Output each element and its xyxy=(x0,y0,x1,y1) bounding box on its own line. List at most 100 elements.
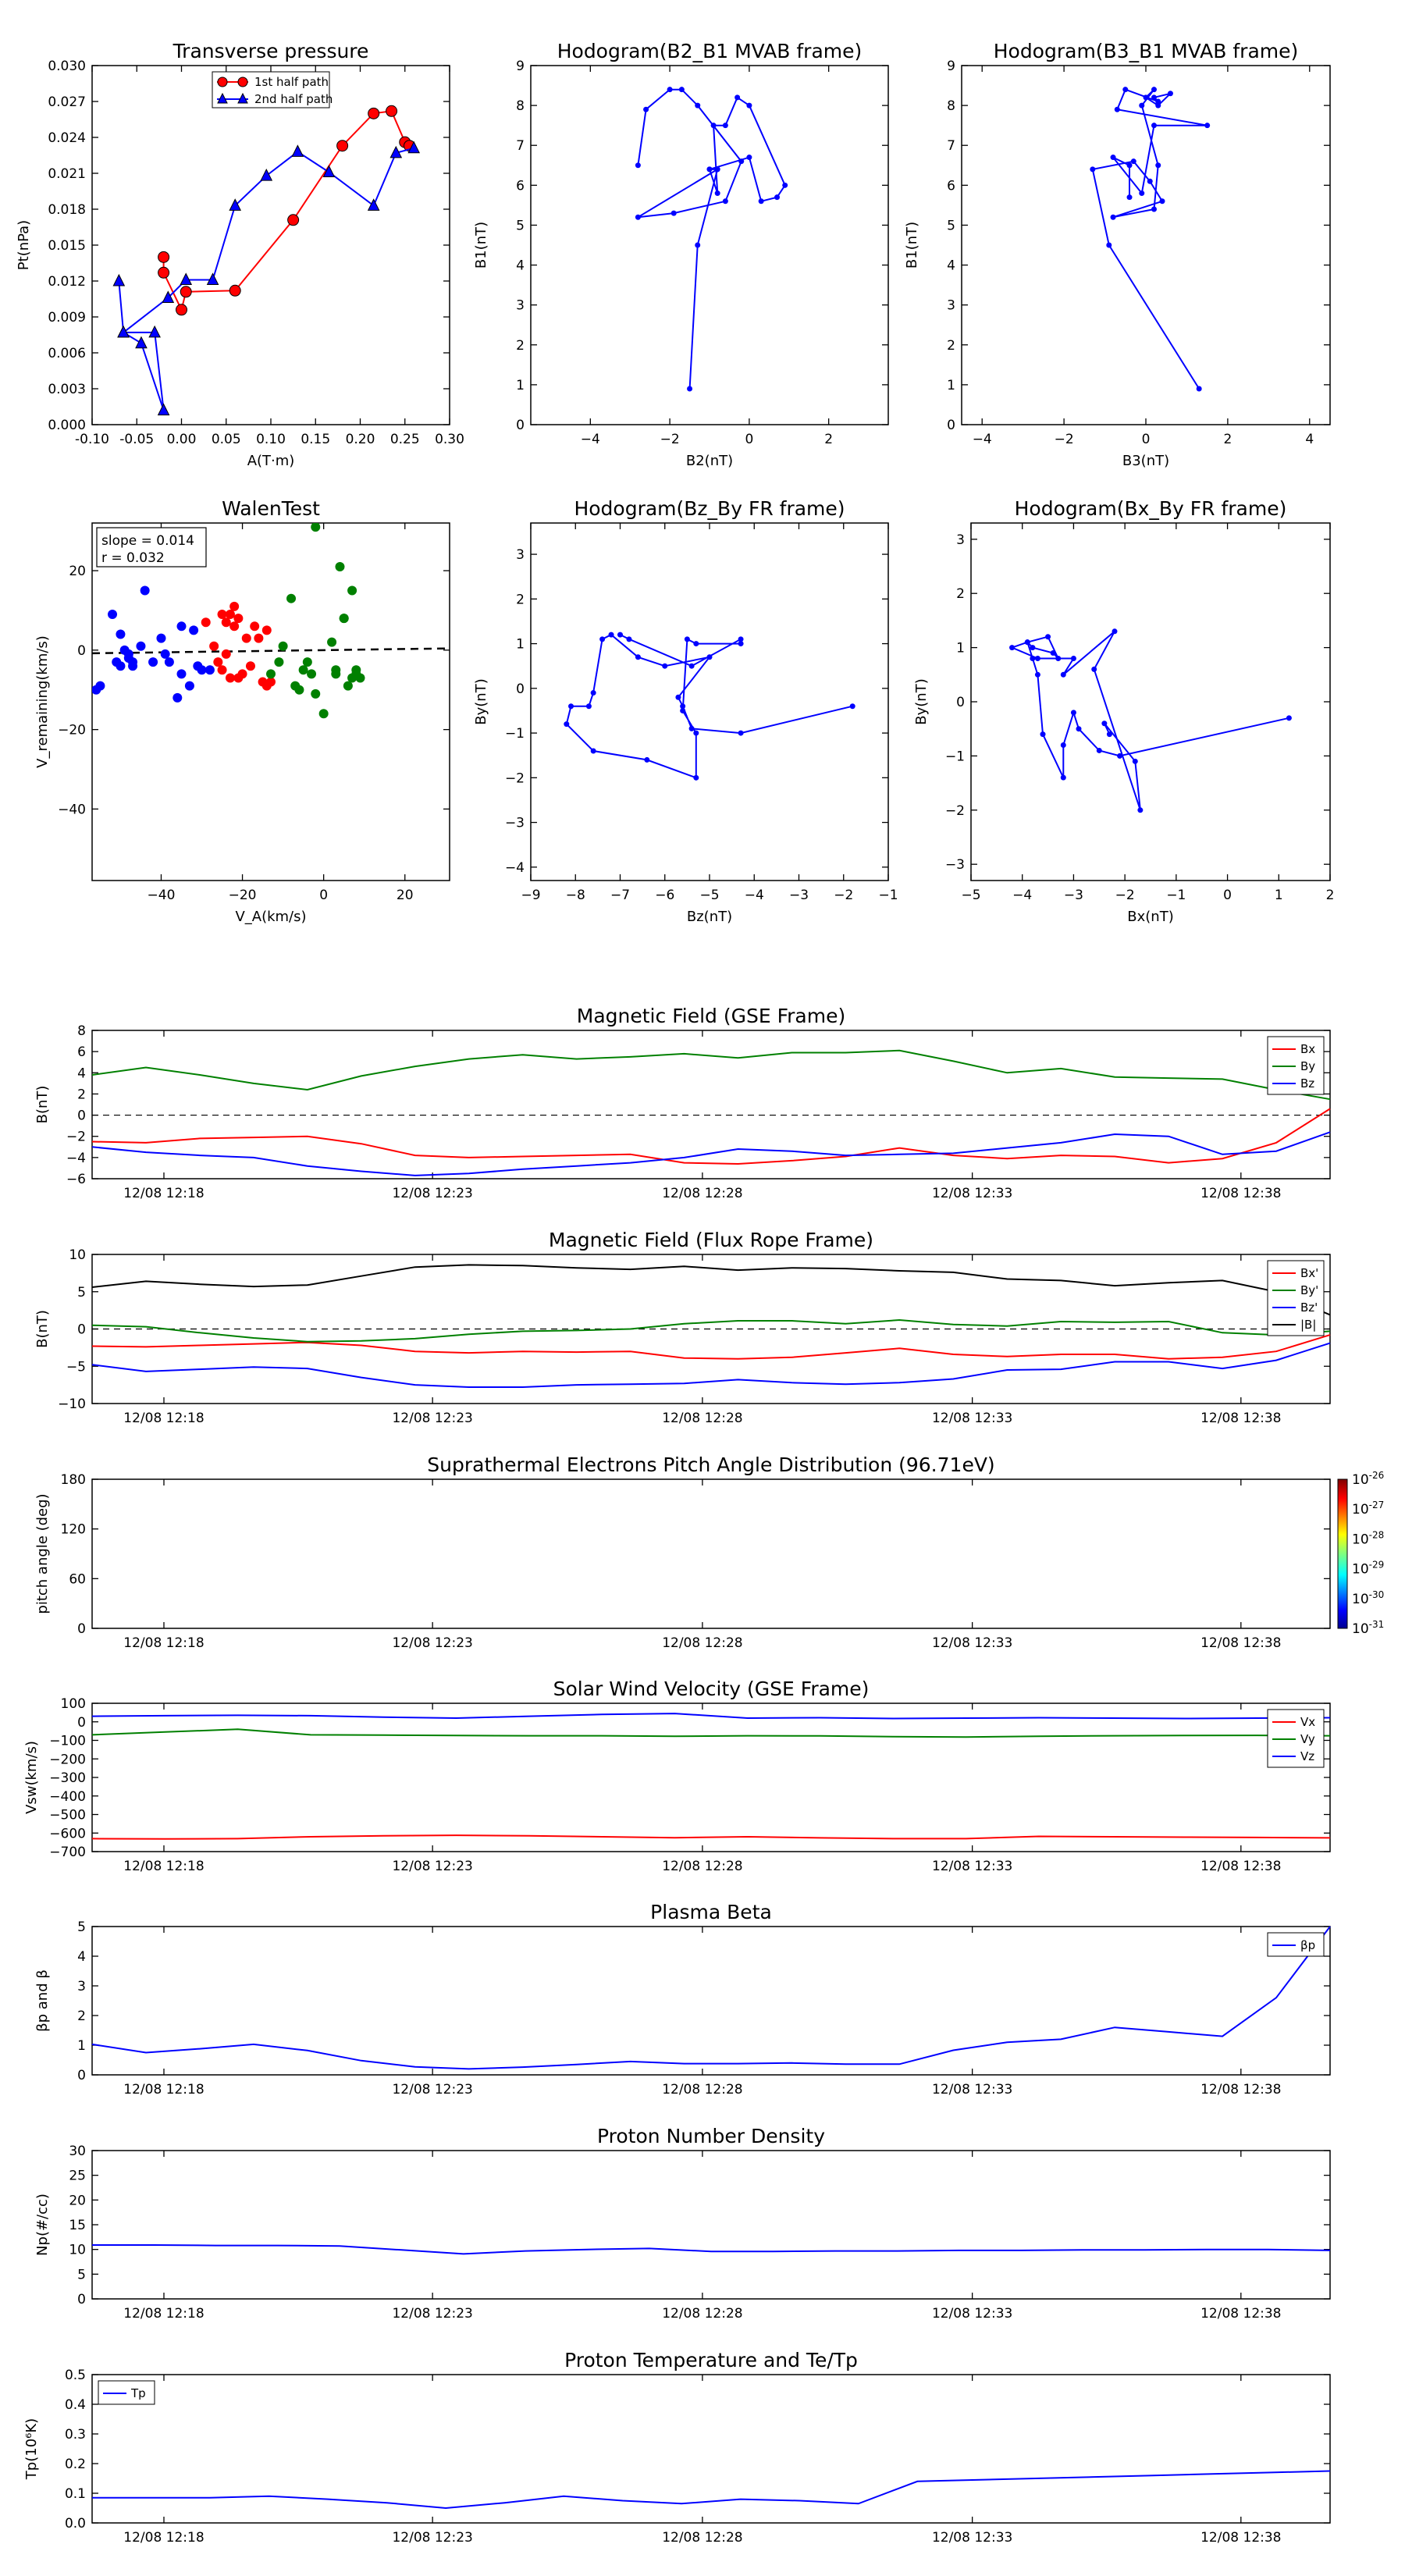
circle-point xyxy=(158,266,170,279)
hodogram-point xyxy=(688,663,695,669)
x-tick-label: 0.00 xyxy=(167,432,197,447)
x-tick-label: −20 xyxy=(229,888,257,903)
temp-panel: Proton Temperature and Te/Tp 0.0 0.1 0.2 0.3… xyxy=(23,2349,1331,2546)
y-tick-label: 5 xyxy=(947,218,955,233)
hodogram-point xyxy=(1030,655,1036,661)
time-tick-label: 12/08 12:18 xyxy=(123,1635,204,1651)
legend-label: Tp xyxy=(130,2386,146,2400)
hodogram-point xyxy=(564,721,570,728)
scatter-point xyxy=(217,665,227,675)
y-tick-label: 8 xyxy=(516,98,525,114)
series-line-βp xyxy=(91,1926,1331,2070)
y-tick-label: 5 xyxy=(77,1920,86,1935)
scatter-point xyxy=(225,673,235,683)
x-tick-label: -0.05 xyxy=(119,432,154,447)
circle-point xyxy=(176,304,187,316)
hodogram-point xyxy=(1060,671,1066,678)
hodogram-point xyxy=(706,654,713,660)
time-tick-label: 12/08 12:38 xyxy=(1200,1411,1281,1426)
time-tick-label: 12/08 12:28 xyxy=(662,2530,742,2546)
legend-label: 1st half path xyxy=(254,75,329,89)
annotation-box xyxy=(96,527,207,568)
y-tick-label: 0.021 xyxy=(48,166,86,182)
y-axis-label: B1(nT) xyxy=(904,222,920,269)
hodogram-point xyxy=(1070,655,1076,661)
x-tick-label: 0 xyxy=(1142,432,1151,447)
y-tick-label: 120 xyxy=(61,1522,86,1538)
x-tick-label: −3 xyxy=(789,888,809,903)
hodogram-point xyxy=(687,386,693,392)
series-line-Vy xyxy=(91,1728,1331,1738)
scatter-point xyxy=(140,585,150,596)
y-axis-label: B(nT) xyxy=(34,1310,51,1348)
y-tick-label: 0.027 xyxy=(48,94,86,110)
scatter-point xyxy=(261,625,272,635)
hodogram-point xyxy=(635,654,641,660)
hodogram-point xyxy=(849,703,855,710)
legend-label: By' xyxy=(1300,1283,1318,1297)
scatter-point xyxy=(197,665,207,675)
triangle-point xyxy=(260,168,273,181)
triangle-point xyxy=(157,403,170,416)
scatter-point xyxy=(229,601,240,611)
y-tick-label: 20 xyxy=(69,564,86,579)
legend-marker xyxy=(237,76,248,87)
circle-point xyxy=(368,107,380,119)
transverse-pressure-chart: Transverse pressure -0.10 -0.05 0.00 0.05 0.1… xyxy=(16,40,464,469)
time-tick-label: 12/08 12:18 xyxy=(123,2306,204,2322)
hodogram-point xyxy=(1070,710,1076,716)
hodogram-point xyxy=(635,214,641,220)
hodo-mvab1-chart: Hodogram(B2_B1 MVAB frame) −4 −2 0 2 0 1 2 3 4 5 6 7… xyxy=(473,40,889,469)
legend-marker xyxy=(237,92,248,104)
triangle-point xyxy=(229,198,242,211)
time-tick-label: 12/08 12:23 xyxy=(392,2306,472,2322)
y-tick-label: 3 xyxy=(956,532,965,548)
x-tick-label: −4 xyxy=(581,432,600,447)
y-tick-label: −500 xyxy=(49,1808,86,1823)
y-tick-label: 0.030 xyxy=(48,59,86,74)
y-tick-label: −4 xyxy=(505,860,525,876)
hodogram-point xyxy=(662,663,668,669)
plot-frame xyxy=(91,1478,1331,1629)
scatter-point xyxy=(254,633,264,643)
legend: Bx By Bz xyxy=(1267,1036,1325,1095)
series-line-Bx xyxy=(91,1108,1331,1165)
y-tick-label: 5 xyxy=(516,218,525,233)
hodogram-point xyxy=(1034,671,1040,678)
y-tick-label: 0 xyxy=(77,2292,86,2307)
time-tick-label: 12/08 12:23 xyxy=(392,2530,472,2546)
y-tick-label: 0 xyxy=(956,695,965,710)
y-tick-label: 0.000 xyxy=(48,418,86,433)
y-tick-label: 0 xyxy=(516,681,525,697)
x-tick-label: 0.10 xyxy=(256,432,286,447)
hodogram-point xyxy=(599,636,606,642)
y-tick-label: 9 xyxy=(947,59,955,74)
scatter-point xyxy=(250,621,260,632)
scatter-point xyxy=(217,610,227,620)
y-tick-label: 0 xyxy=(77,2068,86,2083)
hodogram-point xyxy=(1096,747,1102,753)
hodogram-point xyxy=(1151,87,1157,93)
colorbar-tick-label: 10-28 xyxy=(1352,1529,1384,1547)
y-tick-label: −700 xyxy=(49,1845,86,1860)
triangle-point xyxy=(112,273,126,286)
y-axis-label: Tp(10⁶K) xyxy=(23,2418,40,2480)
time-tick-label: 12/08 12:38 xyxy=(1200,1186,1281,1201)
circle-point xyxy=(180,286,192,298)
y-tick-label: −4 xyxy=(66,1151,86,1166)
time-tick-label: 12/08 12:23 xyxy=(392,1635,472,1651)
circle-point xyxy=(229,284,241,297)
hodogram-path xyxy=(1091,88,1208,390)
series-line-1 xyxy=(118,147,414,411)
x-axis-label: Bx(nT) xyxy=(1127,909,1173,925)
triangle-point xyxy=(148,325,161,338)
x-tick-label: 0.05 xyxy=(212,432,241,447)
triangle-point xyxy=(135,336,148,349)
legend-label: Bx' xyxy=(1300,1266,1318,1280)
hodogram-point xyxy=(693,774,699,781)
hodogram-point xyxy=(693,730,699,736)
scatter-point xyxy=(318,709,329,719)
time-tick-label: 12/08 12:38 xyxy=(1200,2530,1281,2546)
y-tick-label: 0.5 xyxy=(65,2368,86,2383)
scatter-point xyxy=(229,621,240,632)
